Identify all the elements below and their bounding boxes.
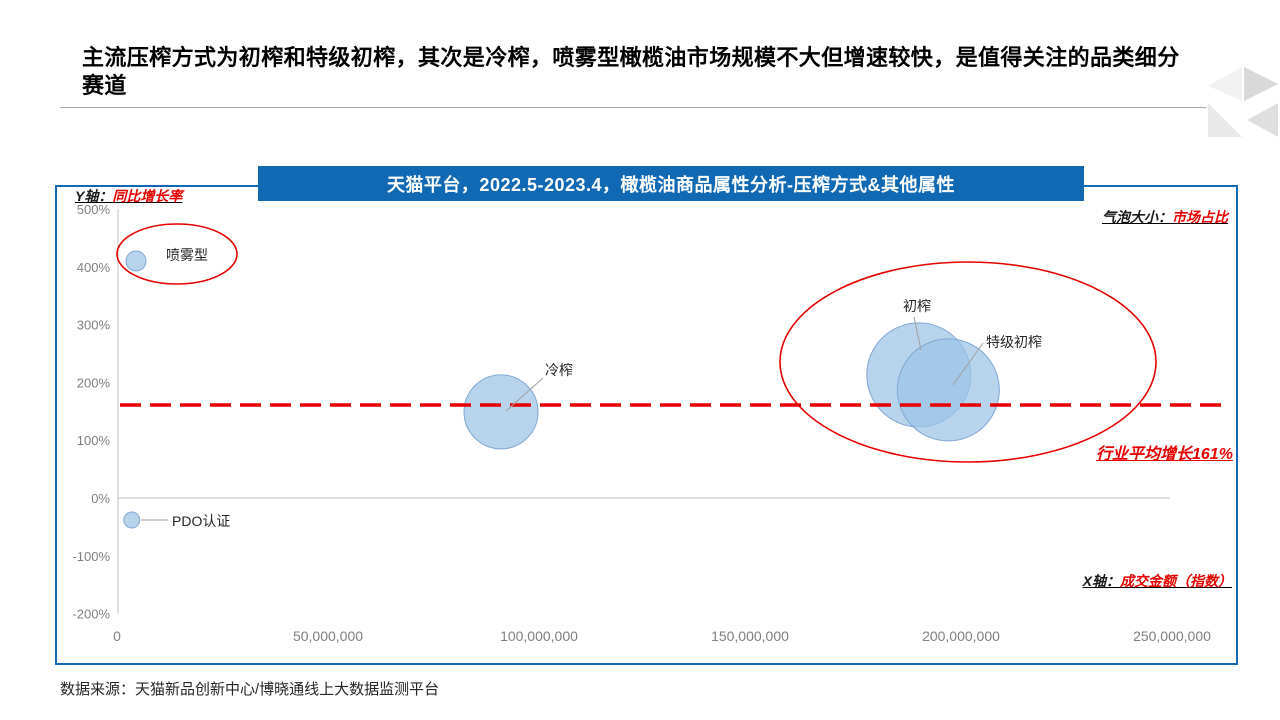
y-axis-label: Y轴：同比增长率 [75, 186, 182, 206]
source-text: 数据来源：天猫新品创新中心/博晓通线上大数据监测平台 [60, 681, 440, 698]
y-tick-label: 300% [77, 318, 111, 333]
x-tick-label: 50,000,000 [293, 628, 363, 644]
bubble [896, 338, 1000, 442]
bubble-size-label-prefix: 气泡大小： [1102, 209, 1172, 225]
highlight-ellipse [116, 223, 238, 285]
y-axis-label-prefix: Y轴： [75, 188, 113, 204]
y-tick-label: 100% [77, 433, 111, 448]
highlight-ellipse [779, 261, 1157, 463]
x-tick-label: 250,000,000 [1133, 628, 1211, 644]
bubble-label: PDO认证 [172, 513, 230, 529]
x-axis-label: X轴：成交金额（指数） [1000, 571, 1232, 591]
bubble [123, 511, 141, 529]
bubble-label: 喷雾型 [166, 247, 208, 263]
chart-title-banner: 天猫平台，2022.5-2023.4，橄榄油商品属性分析-压榨方式&其他属性 [258, 166, 1084, 201]
logo-triangle-bottom-left [1208, 103, 1242, 137]
bubble-label-leader [505, 377, 544, 412]
page-title: 主流压榨方式为初榨和特级初榨，其次是冷榨，喷雾型橄榄油市场规模不大但增速较快，是… [82, 45, 1180, 98]
x-axis-label-prefix: X轴： [1082, 573, 1120, 589]
bubble-label: 冷榨 [545, 362, 573, 378]
bubble-label-leader [952, 342, 984, 386]
logo-triangle-top-left [1208, 67, 1242, 101]
logo-triangle-top-right [1244, 67, 1278, 101]
bubble [463, 374, 539, 450]
y-tick-label: 200% [77, 375, 111, 390]
bubble-label: 初榨 [903, 298, 931, 314]
logo [1208, 67, 1278, 137]
chart-frame [55, 185, 1238, 665]
y-tick-label: 400% [77, 260, 111, 275]
y-axis-label-value: 同比增长率 [112, 188, 183, 204]
average-growth-label: 行业平均增长161% [1096, 446, 1233, 463]
logo-triangle-bottom-right [1244, 103, 1278, 137]
x-tick-label: 0 [113, 628, 121, 644]
y-tick-label: 500% [77, 202, 111, 217]
x-tick-label: 150,000,000 [711, 628, 789, 644]
x-tick-label: 100,000,000 [500, 628, 578, 644]
bubble-size-label: 气泡大小：市场占比 [1000, 207, 1228, 227]
y-tick-label: 0% [91, 491, 110, 506]
bubble-label: 特级初榨 [986, 334, 1042, 350]
y-tick-label: -200% [72, 607, 110, 622]
title-divider [60, 107, 1206, 108]
x-tick-label: 200,000,000 [922, 628, 1000, 644]
x-axis-label-value: 成交金额（指数） [1120, 573, 1232, 589]
bubble-label-leader [913, 316, 922, 351]
bubble-size-label-value: 市场占比 [1172, 209, 1228, 225]
bubble [125, 250, 147, 272]
y-tick-label: -100% [72, 549, 110, 564]
